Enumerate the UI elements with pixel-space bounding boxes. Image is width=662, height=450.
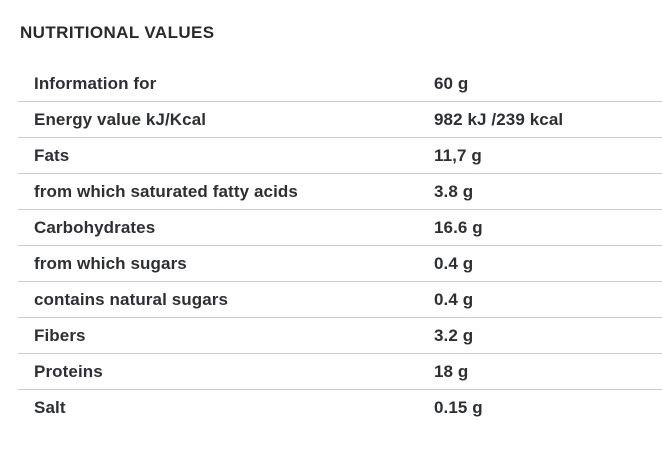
table-row: Fibers 3.2 g xyxy=(18,318,662,354)
row-value: 0.4 g xyxy=(434,253,474,273)
row-value: 18 g xyxy=(434,361,469,381)
table-row: Proteins 18 g xyxy=(18,354,662,390)
nutrition-table: Information for 60 g Energy value kJ/Kca… xyxy=(0,66,662,426)
table-row: Salt 0.15 g xyxy=(18,390,662,426)
row-value: 3.2 g xyxy=(434,325,474,345)
nutrition-section-title: NUTRITIONAL VALUES xyxy=(20,23,215,42)
row-value: 16.6 g xyxy=(434,217,483,237)
row-label: Energy value kJ/Kcal xyxy=(34,109,207,129)
table-row: Information for 60 g xyxy=(18,66,662,102)
row-label: Fibers xyxy=(34,325,86,345)
table-row: Carbohydrates 16.6 g xyxy=(18,210,662,246)
row-label: Carbohydrates xyxy=(34,217,156,237)
table-row: from which saturated fatty acids 3.8 g xyxy=(18,174,662,210)
row-value: 982 kJ /239 kcal xyxy=(434,109,564,129)
table-row: Energy value kJ/Kcal 982 kJ /239 kcal xyxy=(18,102,662,138)
table-row: contains natural sugars 0.4 g xyxy=(18,282,662,318)
row-label: Salt xyxy=(34,398,66,417)
row-label: Proteins xyxy=(34,361,103,381)
table-row: Fats 11,7 g xyxy=(18,138,662,174)
table-row: from which sugars 0.4 g xyxy=(18,246,662,282)
row-label: Information for xyxy=(34,73,157,93)
row-value: 0.4 g xyxy=(434,289,474,309)
row-label: from which sugars xyxy=(34,253,187,273)
row-label: from which saturated fatty acids xyxy=(34,181,298,201)
row-value: 11,7 g xyxy=(434,145,482,165)
row-label: Fats xyxy=(34,145,70,165)
row-value: 3.8 g xyxy=(434,181,474,201)
row-value: 60 g xyxy=(434,73,469,93)
row-label: contains natural sugars xyxy=(34,289,229,309)
row-value: 0.15 g xyxy=(434,398,483,417)
